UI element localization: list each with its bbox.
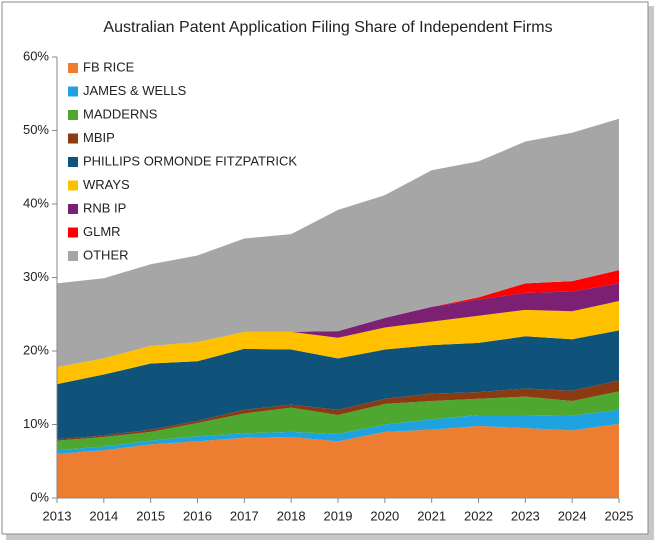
x-tick-label: 2020 xyxy=(370,508,399,523)
area xyxy=(57,283,619,368)
legend-label: MBIP xyxy=(83,130,115,145)
legend-label: RNB IP xyxy=(83,200,126,215)
legend-swatch xyxy=(68,204,78,214)
area xyxy=(57,423,619,498)
y-tick-label: 0% xyxy=(30,489,49,504)
area xyxy=(57,301,619,385)
legend-swatch xyxy=(68,63,78,73)
y-tick-label: 60% xyxy=(23,48,49,63)
x-tick-label: 2017 xyxy=(230,508,259,523)
x-tick-label: 2018 xyxy=(277,508,306,523)
legend-swatch xyxy=(68,86,78,97)
y-tick-label: 30% xyxy=(23,269,49,284)
x-tick-label: 2014 xyxy=(89,508,118,523)
area xyxy=(57,409,619,454)
x-tick-label: 2023 xyxy=(511,508,540,523)
area xyxy=(57,380,619,441)
legend-label: MADDERNS xyxy=(83,106,158,121)
y-tick-label: 10% xyxy=(23,416,49,431)
legend-swatch xyxy=(68,157,78,167)
legend-swatch xyxy=(68,180,78,191)
legend-label: OTHER xyxy=(83,247,129,262)
y-tick-label: 20% xyxy=(23,342,49,357)
area xyxy=(57,118,619,368)
x-tick-label: 2022 xyxy=(464,508,493,523)
y-tick-label: 50% xyxy=(23,122,49,137)
area xyxy=(57,330,619,440)
x-tick-label: 2025 xyxy=(605,508,634,523)
legend-swatch xyxy=(68,133,78,144)
x-tick-label: 2016 xyxy=(183,508,212,523)
legend-label: PHILLIPS ORMONDE FITZPATRICK xyxy=(83,153,297,168)
legend-label: GLMR xyxy=(83,224,121,239)
area xyxy=(57,391,619,451)
legend-label: JAMES & WELLS xyxy=(83,83,187,98)
y-tick-label: 40% xyxy=(23,195,49,210)
legend-swatch xyxy=(68,227,78,238)
legend-label: FB RICE xyxy=(83,59,135,74)
x-tick-label: 2013 xyxy=(43,508,72,523)
legend-swatch xyxy=(68,251,78,261)
legend-swatch xyxy=(68,110,78,120)
x-tick-label: 2024 xyxy=(558,508,587,523)
legend-label: WRAYS xyxy=(83,177,130,192)
x-tick-label: 2021 xyxy=(417,508,446,523)
x-tick-label: 2019 xyxy=(324,508,353,523)
x-tick-label: 2015 xyxy=(136,508,165,523)
chart-title: Australian Patent Application Filing Sha… xyxy=(103,19,552,36)
